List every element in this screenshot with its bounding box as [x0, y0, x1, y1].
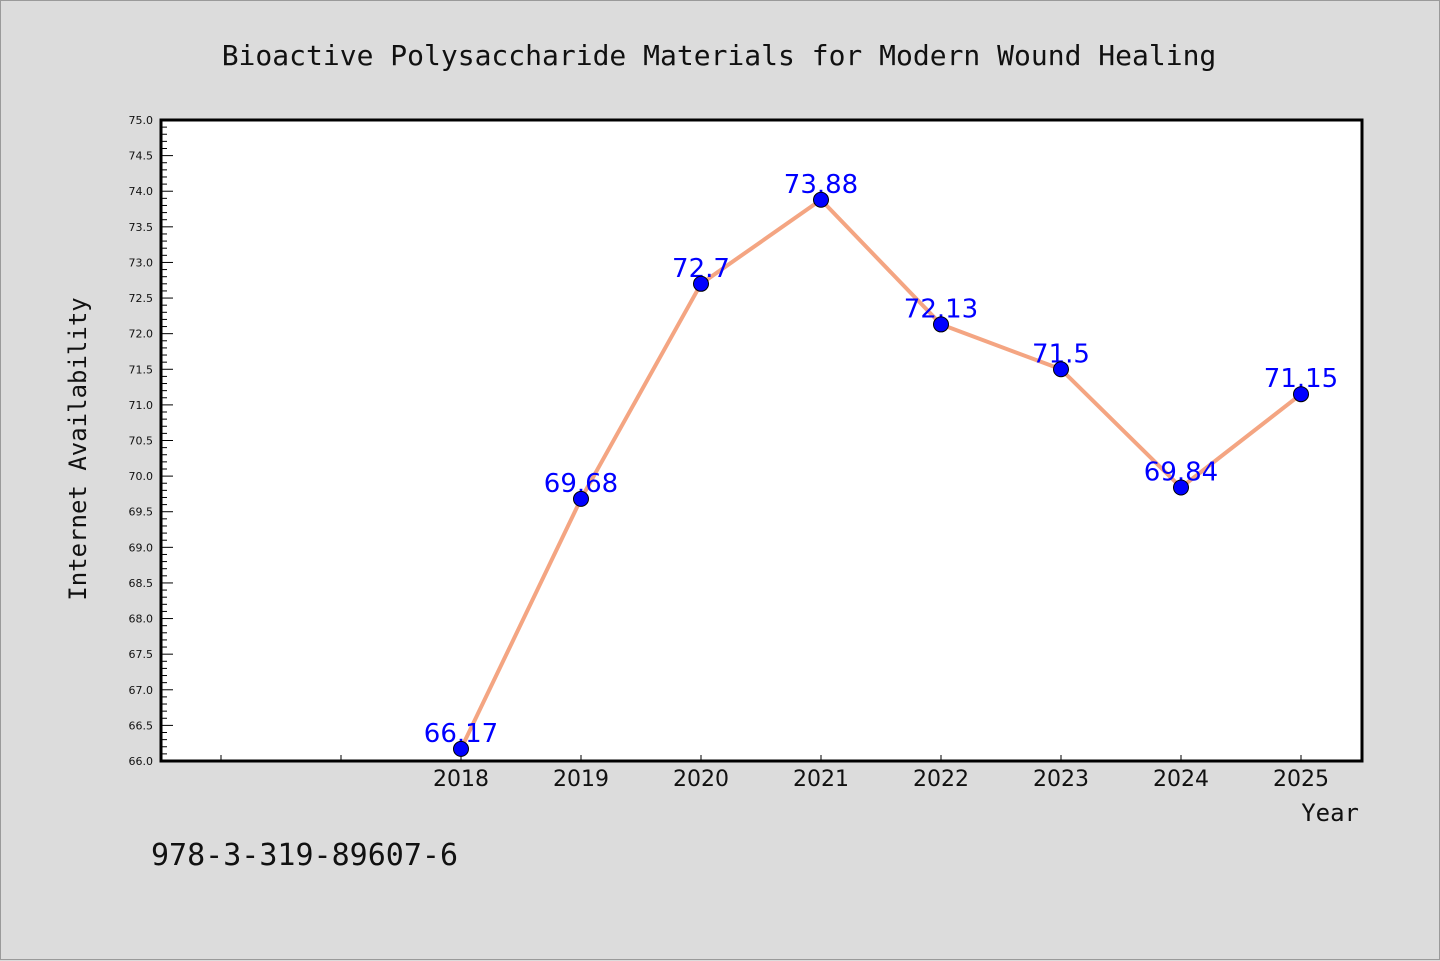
y-tick-label: 73.0: [129, 256, 154, 269]
data-point: [1053, 361, 1069, 378]
x-tick-label: 2023: [1033, 767, 1089, 792]
x-tick-label: 2018: [433, 767, 489, 792]
x-tick-label: 2019: [553, 767, 609, 792]
y-tick-label: 71.5: [129, 363, 154, 376]
y-axis: 66.0 66.5 67.0 67.5 68.0 68.5 69.0 69.5 70.0 70.5…: [129, 114, 173, 768]
data-point: [933, 316, 949, 333]
series-line: [459, 197, 1303, 750]
data-point: [573, 490, 589, 507]
y-tick-label: 68.0: [129, 613, 154, 626]
y-axis-label: Internet Availability: [64, 297, 92, 600]
data-point: [813, 191, 829, 208]
x-tick-label: 2021: [793, 767, 849, 792]
x-tick-label: 2022: [913, 767, 969, 792]
y-tick-label: 70.5: [129, 435, 154, 448]
y-tick-label: 68.5: [129, 577, 154, 590]
y-tick-label: 71.0: [129, 399, 154, 412]
y-tick-label: 74.0: [129, 185, 154, 198]
y-tick-label: 67.5: [129, 648, 154, 661]
y-tick-label: 70.0: [129, 470, 154, 483]
y-tick-label: 67.0: [129, 684, 154, 697]
data-point: [1293, 386, 1309, 403]
chart-title: Bioactive Polysaccharide Materials for M…: [222, 39, 1217, 72]
y-tick-label: 69.5: [129, 506, 154, 519]
y-tick-label: 66.5: [129, 719, 154, 732]
x-tick-label: 2020: [673, 767, 729, 792]
y-tick-label: 72.0: [129, 328, 154, 341]
y-tick-label: 69.0: [129, 541, 154, 554]
data-point: [453, 740, 469, 757]
data-point: [1173, 479, 1189, 496]
x-axis-label: Year: [1301, 799, 1359, 827]
x-axis: 2018 2019 2020 2021 2022 2023 2024 2025: [220, 755, 1329, 792]
x-tick-label: 2024: [1153, 767, 1209, 792]
y-tick-label: 74.5: [129, 150, 154, 163]
y-tick-label: 72.5: [129, 292, 154, 305]
y-tick-label: 66.0: [129, 755, 154, 768]
series-markers: [453, 191, 1309, 757]
data-point: [693, 275, 709, 292]
x-tick-label: 2025: [1273, 767, 1329, 792]
y-tick-label: 73.5: [129, 221, 154, 234]
isbn-footer: 978-3-319-89607-6: [151, 838, 458, 873]
y-tick-label: 75.0: [129, 114, 154, 127]
plot-area: [159, 118, 1364, 763]
